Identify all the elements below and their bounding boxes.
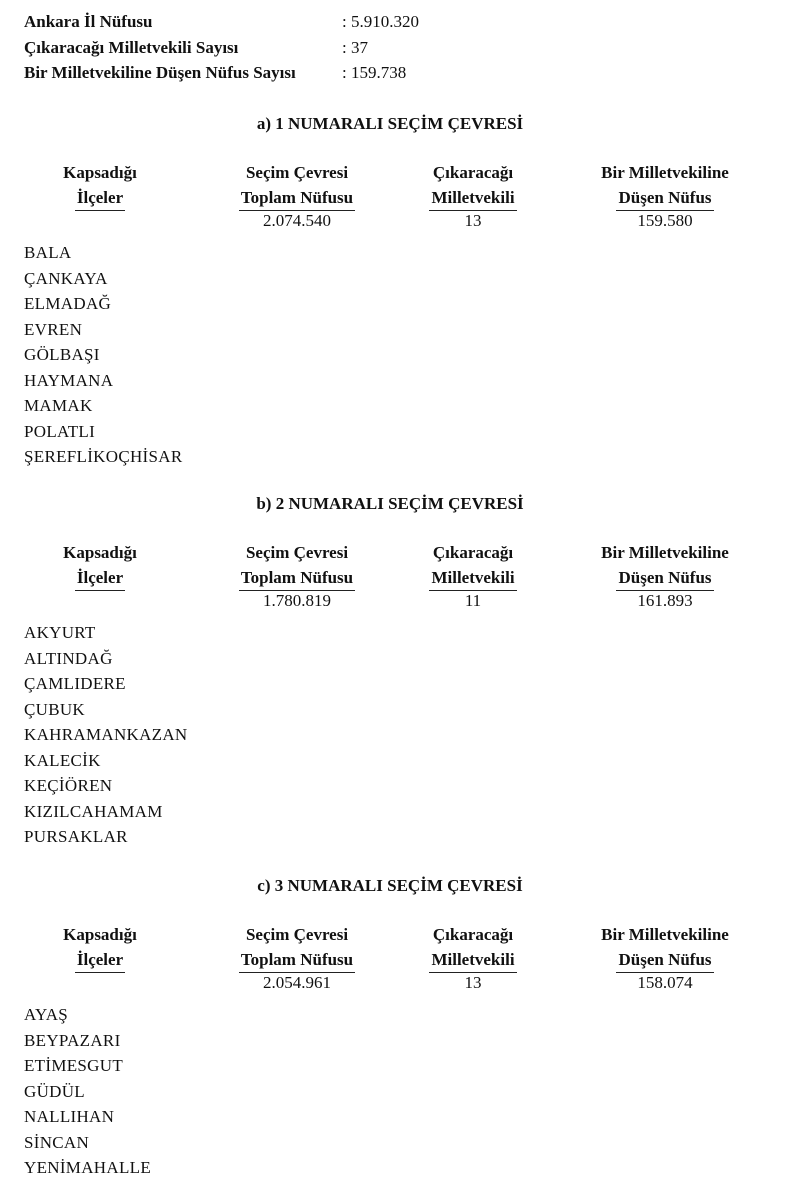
- column-value-deputies: 13: [464, 973, 482, 992]
- column-value-deputies: 11: [464, 591, 482, 610]
- summary-value-per-deputy: : 159.738: [342, 63, 407, 82]
- column-header-line2: Milletvekili: [429, 185, 517, 211]
- column-header-line1: Çıkaracağı: [432, 925, 514, 944]
- district-item: KALECİK: [24, 750, 101, 770]
- column-header-line1: Kapsadığı: [63, 543, 137, 562]
- column-header-line2: İlçeler: [74, 565, 126, 591]
- column-header-c2: Seçim Çevresi Toplam Nüfusu 1.780.819: [187, 540, 407, 611]
- district-item: EVREN: [24, 319, 83, 339]
- column-header-c1: Kapsadığı İlçeler: [0, 540, 210, 591]
- column-header-line2: Düşen Nüfus: [616, 565, 714, 591]
- column-header-line2: İlçeler: [74, 947, 126, 973]
- column-header-line1: Seçim Çevresi: [245, 543, 349, 562]
- district-item: SİNCAN: [24, 1132, 90, 1152]
- district-item: AKYURT: [24, 623, 96, 642]
- district-item: ÇUBUK: [24, 699, 86, 719]
- column-header-line1: Bir Milletvekiline: [601, 543, 729, 562]
- column-header-c4: Bir Milletvekiline Düşen Nüfus 158.074: [555, 922, 775, 993]
- column-value-per_deputy: 158.074: [637, 973, 693, 992]
- column-header-line1: Çıkaracağı: [432, 543, 514, 562]
- column-header-line1: Bir Milletvekiline: [601, 163, 729, 182]
- district-item: BALA: [24, 243, 72, 262]
- column-value-per_deputy: 161.893: [637, 591, 693, 610]
- summary-label-deputies: Çıkaracağı Milletvekili Sayısı: [24, 38, 239, 57]
- district-item: ÇANKAYA: [24, 268, 108, 288]
- district-item: BEYPAZARI: [24, 1030, 121, 1050]
- column-value-population: 1.780.819: [263, 591, 331, 610]
- summary-value-deputies: : 37: [342, 38, 368, 57]
- column-header-line1: Kapsadığı: [63, 163, 137, 182]
- district-item: YENİMAHALLE: [24, 1158, 151, 1177]
- section-title: b) 2 NUMARALI SEÇİM ÇEVRESİ: [256, 494, 524, 513]
- column-header-line2: Milletvekili: [429, 947, 517, 973]
- district-item: NALLIHAN: [24, 1107, 115, 1126]
- district-item: ALTINDAĞ: [24, 648, 113, 668]
- district-item: ÇAMLIDERE: [24, 674, 126, 693]
- column-header-line1: Bir Milletvekiline: [601, 925, 729, 944]
- column-header-line2: Düşen Nüfus: [616, 947, 714, 973]
- column-value-population: 2.074.540: [263, 211, 331, 230]
- column-header-c4: Bir Milletvekiline Düşen Nüfus 159.580: [555, 160, 775, 231]
- column-header-line2: Toplam Nüfusu: [238, 947, 356, 973]
- district-item: ELMADAĞ: [24, 294, 112, 313]
- column-header-c2: Seçim Çevresi Toplam Nüfusu 2.074.540: [187, 160, 407, 231]
- column-header-line2: İlçeler: [74, 185, 126, 211]
- column-header-line2: Düşen Nüfus: [616, 185, 714, 211]
- district-item: ETİMESGUT: [24, 1056, 124, 1075]
- column-header-line2: Milletvekili: [429, 565, 517, 591]
- district-item: AYAŞ: [24, 1005, 69, 1024]
- district-item: GÖLBAŞI: [24, 345, 100, 364]
- district-item: KIZILCAHAMAM: [24, 801, 163, 821]
- column-header-c1: Kapsadığı İlçeler: [0, 922, 210, 973]
- district-item: PURSAKLAR: [24, 827, 128, 846]
- column-value-per_deputy: 159.580: [637, 211, 693, 230]
- district-item: GÜDÜL: [24, 1081, 85, 1101]
- district-item: ŞEREFLİKOÇHİSAR: [24, 447, 183, 466]
- column-header-line1: Seçim Çevresi: [245, 163, 349, 182]
- summary-value-population: : 5.910.320: [342, 12, 419, 31]
- section-title: c) 3 NUMARALI SEÇİM ÇEVRESİ: [257, 876, 523, 895]
- column-header-c3: Çıkaracağı Milletvekili 13: [363, 922, 583, 993]
- district-item: KAHRAMANKAZAN: [24, 725, 188, 744]
- column-header-line2: Toplam Nüfusu: [238, 185, 356, 211]
- district-list: AKYURT ALTINDAĞ ÇAMLIDERE ÇUBUK KAHRAMANKAZA…: [24, 620, 188, 850]
- column-header-line1: Seçim Çevresi: [245, 925, 349, 944]
- column-header-c4: Bir Milletvekiline Düşen Nüfus 161.893: [555, 540, 775, 611]
- summary-label-per-deputy: Bir Milletvekiline Düşen Nüfus Sayısı: [24, 63, 296, 82]
- section-title: a) 1 NUMARALI SEÇİM ÇEVRESİ: [256, 114, 524, 133]
- column-value-population: 2.054.961: [263, 973, 331, 992]
- column-header-c3: Çıkaracağı Milletvekili 13: [363, 160, 583, 231]
- column-value-deputies: 13: [464, 211, 482, 230]
- column-header-line1: Kapsadığı: [63, 925, 137, 944]
- column-header-line1: Çıkaracağı: [432, 163, 514, 182]
- district-item: MAMAK: [24, 396, 93, 415]
- district-list: BALA ÇANKAYA ELMADAĞ EVREN GÖLBAŞI HAYMANA MAM…: [24, 240, 182, 470]
- district-item: KEÇİÖREN: [24, 776, 113, 795]
- column-header-c2: Seçim Çevresi Toplam Nüfusu 2.054.961: [187, 922, 407, 993]
- summary-label-population: Ankara İl Nüfusu: [24, 12, 153, 31]
- district-list: AYAŞ BEYPAZARI ETİMESGUT GÜDÜL NALLIHAN SİNCA…: [24, 1002, 151, 1181]
- district-item: HAYMANA: [24, 370, 114, 390]
- column-header-line2: Toplam Nüfusu: [238, 565, 356, 591]
- column-header-c1: Kapsadığı İlçeler: [0, 160, 210, 211]
- district-item: POLATLI: [24, 421, 96, 441]
- column-header-c3: Çıkaracağı Milletvekili 11: [363, 540, 583, 611]
